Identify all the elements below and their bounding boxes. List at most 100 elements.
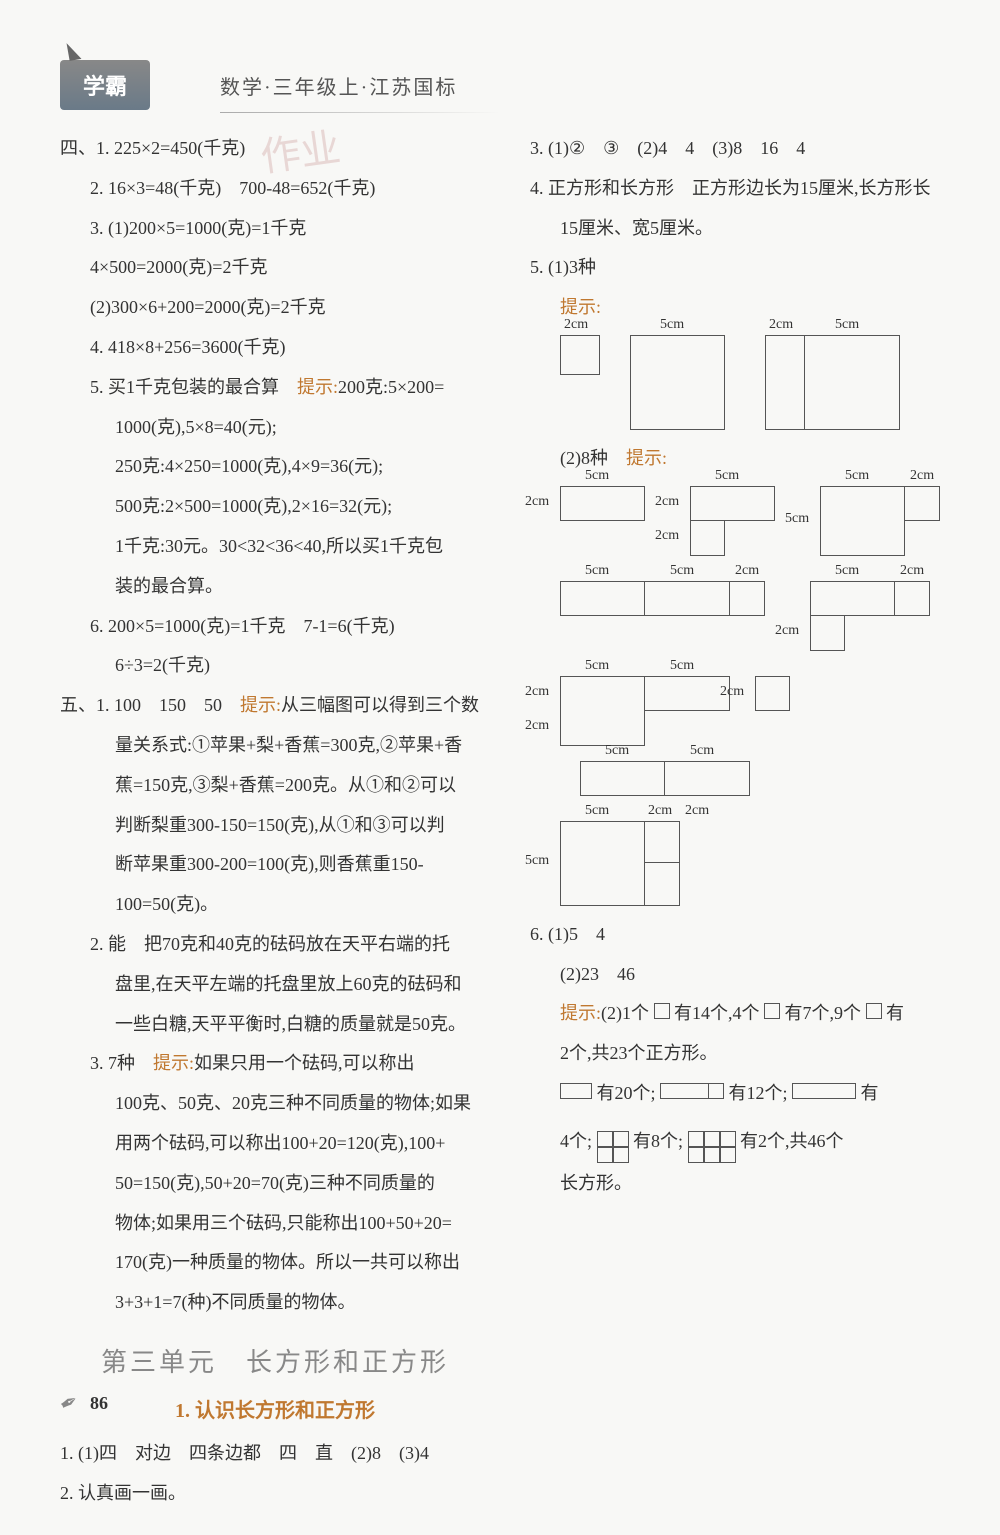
dim-label: 2cm [525, 718, 549, 734]
dim-label: 5cm [585, 468, 609, 484]
text-line: 2. 认真画一画。 [60, 1475, 490, 1513]
dim-label: 5cm [670, 658, 694, 674]
dim-label: 5cm [660, 317, 684, 333]
shape-row-5-2a: 5cm 2cm 5cm 2cm 2cm 5cm 2cm 5cm [560, 486, 960, 556]
shape-row-5-2b: 5cm 5cm 2cm 5cm 2cm 2cm [560, 581, 960, 651]
shape: 5cm 2cm 2cm [690, 486, 775, 556]
text-line: 6. 200×5=1000(克)=1千克 7-1=6(千克) [60, 608, 490, 646]
dim-label: 5cm [715, 468, 739, 484]
unit-title: 第三单元 长方形和正方形 [60, 1342, 490, 1379]
text-line: 4. 418×8+256=3600(千克) [60, 329, 490, 367]
left-column: 四、1. 225×2=450(千克) 2. 16×3=48(千克) 700-48… [60, 40, 495, 1515]
text: 3. 7种 [90, 1053, 153, 1073]
text-line: 物体;如果用三个砝码,只能称出100+50+20= [60, 1205, 490, 1243]
text: (2)8种 [560, 448, 626, 468]
shape-row-5-1: 2cm 5cm 2cm 5cm [560, 335, 960, 430]
text: 1. 225×2=450(千克) [96, 138, 245, 158]
text-line: 五、1. 100 150 50 提示:从三幅图可以得到三个数 [60, 687, 490, 725]
dim-label: 5cm [690, 743, 714, 759]
shape: 2cm [755, 676, 790, 746]
dim-label: 5cm [845, 468, 869, 484]
text: 有 [861, 1083, 879, 1103]
dim-label: 5cm [585, 803, 609, 819]
text-line: 用两个砝码,可以称出100+20=120(克),100+ [60, 1125, 490, 1163]
header-rule [220, 112, 500, 113]
badge: 学霸 [60, 60, 150, 110]
shape: 5cm 5cm 2cm [560, 581, 765, 651]
text-line: 盘里,在天平左端的托盘里放上60克的砝码和 [60, 966, 490, 1004]
shape: 5cm 2cm [560, 486, 645, 556]
dim-label: 2cm [564, 317, 588, 333]
text-line: 100=50(克)。 [60, 886, 490, 924]
text: 有8个; [633, 1131, 683, 1151]
sub-title: 1. 认识长方形和正方形 [60, 1394, 490, 1423]
dim-label: 2cm [525, 494, 549, 510]
dim-label: 2cm [910, 468, 934, 484]
text-line: 5. (1)3种 [530, 249, 960, 287]
hint-label: 提示: [530, 289, 960, 327]
text-line: 一些白糖,天平平衡时,白糖的质量就是50克。 [60, 1006, 490, 1044]
shape: 5cm 2cm 2cm [810, 581, 930, 651]
shape: 2cm 5cm [765, 335, 900, 430]
tiny-square-icon [654, 1003, 670, 1019]
dim-label: 5cm [835, 563, 859, 579]
text-line: 6÷3=2(千克) [60, 647, 490, 685]
text: 从三幅图可以得到三个数 [281, 695, 479, 715]
text-line: 1千克:30元。30<32<36<40,所以买1千克包 [60, 528, 490, 566]
dim-label: 5cm [585, 658, 609, 674]
shape-row-5-2d: 5cm 2cm 2cm 5cm [560, 821, 960, 906]
dim-label: 2cm [775, 623, 799, 639]
text: 有20个; [597, 1083, 656, 1103]
tiny-square-icon [708, 1083, 724, 1099]
dim-label: 2cm [648, 803, 672, 819]
text-line: 2个,共23个正方形。 [530, 1035, 960, 1073]
page-number: 86 [90, 1393, 108, 1414]
text-line: 蕉=150克,③梨+香蕉=200克。从①和②可以 [60, 767, 490, 805]
text-line: 量关系式:①苹果+梨+香蕉=300克,②苹果+香 [60, 727, 490, 765]
dim-label: 2cm [685, 803, 709, 819]
text-line: 装的最合算。 [60, 568, 490, 606]
shape: 5cm 5cm [580, 761, 750, 796]
page-header: 学霸 数学·三年级上·江苏国标 [60, 60, 960, 110]
dim-label: 5cm [605, 743, 629, 759]
right-column: 3. (1)② ③ (2)4 4 (3)8 16 4 4. 正方形和长方形 正方… [525, 40, 960, 1515]
text-line: 1000(克),5×8=40(元); [60, 409, 490, 447]
tiny-grid-icon [688, 1131, 736, 1163]
text-line: 5. 买1千克包装的最合算 提示:200克:5×200= [60, 369, 490, 407]
hint-label: 提示: [626, 448, 667, 468]
text: 5. 买1千克包装的最合算 [90, 377, 297, 397]
text-line: 3. 7种 提示:如果只用一个砝码,可以称出 [60, 1045, 490, 1083]
watermark-icon: 作业 [256, 115, 343, 184]
shape: 2cm [560, 335, 600, 430]
text-line: 100克、50克、20克三种不同质量的物体;如果 [60, 1085, 490, 1123]
tiny-square-icon [764, 1003, 780, 1019]
hint-label: 提示: [240, 695, 281, 715]
text-line: 长方形。 [530, 1165, 960, 1203]
text-line: 4×500=2000(克)=2千克 [60, 249, 490, 287]
text-line: 4. 正方形和长方形 正方形边长为15厘米,长方形长 [530, 170, 960, 208]
text: 1. 100 150 50 [96, 695, 240, 715]
shape: 5cm 2cm 5cm [820, 486, 940, 556]
text: 有2个,共46个 [740, 1131, 844, 1151]
text-line: 有20个; 有12个; 有 [530, 1075, 960, 1113]
tiny-rect-icon [792, 1083, 856, 1099]
tiny-square-icon [866, 1003, 882, 1019]
text-line: 3. (1)200×5=1000(克)=1千克 [60, 210, 490, 248]
tiny-rect-icon [660, 1083, 708, 1099]
section-label: 五、 [60, 695, 96, 715]
dim-label: 2cm [720, 684, 744, 700]
text-line: 1. (1)四 对边 四条边都 四 直 (2)8 (3)4 [60, 1435, 490, 1473]
hint-label: 提示: [560, 1003, 601, 1023]
text-line: 提示:(2)1个 有14个,4个 有7个,9个 有 [530, 995, 960, 1033]
text-line: 15厘米、宽5厘米。 [530, 210, 960, 248]
tiny-grid-icon [597, 1131, 629, 1163]
hint-label: 提示: [153, 1053, 194, 1073]
text-line: 250克:4×250=1000(克),4×9=36(元); [60, 448, 490, 486]
section-label: 四、 [60, 138, 96, 158]
text: 4个; [560, 1131, 592, 1151]
dim-label: 5cm [585, 563, 609, 579]
dim-label: 5cm [835, 317, 859, 333]
shape: 5cm 5cm 2cm 2cm [560, 676, 730, 746]
dim-label: 5cm [785, 511, 809, 527]
dim-label: 2cm [900, 563, 924, 579]
